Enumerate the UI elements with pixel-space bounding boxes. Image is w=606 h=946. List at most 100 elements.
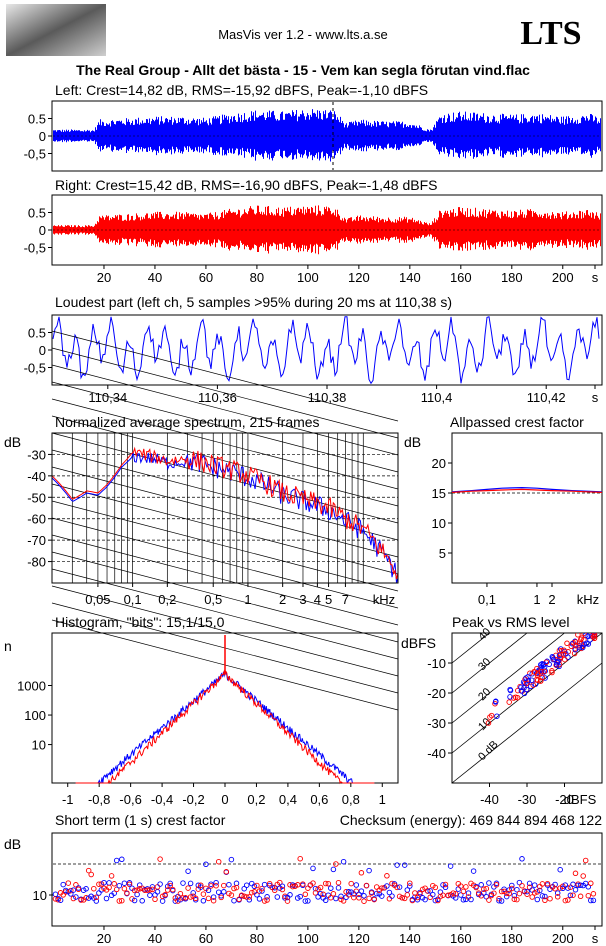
stc-point-right bbox=[261, 898, 268, 904]
stc-point-right bbox=[524, 891, 530, 897]
histogram-xtick-label: 0,2 bbox=[247, 792, 265, 807]
stc-point-left bbox=[437, 889, 444, 895]
stc-point-left bbox=[394, 862, 400, 868]
stc-point-right bbox=[514, 896, 520, 903]
stc-point-right bbox=[361, 898, 367, 904]
pvr-point-left bbox=[580, 644, 586, 651]
stc-point-left bbox=[205, 887, 212, 894]
stc-point-right bbox=[351, 894, 357, 901]
pvr-point-left bbox=[492, 699, 499, 705]
stc-point-left bbox=[455, 886, 462, 892]
stc-point-left bbox=[57, 897, 64, 903]
xtick-label: 200 bbox=[552, 270, 574, 285]
spectrum-slope-line bbox=[51, 449, 399, 541]
stc-point-left bbox=[287, 892, 293, 898]
stc-point-right bbox=[121, 885, 128, 892]
spectrum-slope-line bbox=[51, 500, 399, 592]
stc-point-left bbox=[149, 884, 156, 890]
pvr-point-right bbox=[592, 627, 597, 632]
ytick-label: 0 bbox=[39, 129, 46, 144]
stc-point-left bbox=[384, 883, 390, 889]
stc-point-left bbox=[101, 879, 107, 886]
stc-point-left bbox=[83, 886, 89, 892]
xtick-label: 110,34 bbox=[88, 390, 127, 405]
stc-point-left bbox=[335, 885, 342, 891]
stc-point-right bbox=[363, 882, 370, 889]
pvr-point-right bbox=[591, 633, 598, 638]
stc-point-left bbox=[478, 882, 484, 888]
stc-point-left bbox=[427, 888, 433, 894]
stc-point-right bbox=[108, 873, 115, 879]
pvr-point-right bbox=[538, 669, 545, 675]
pvr-point-left bbox=[539, 661, 545, 667]
pvr-point-left bbox=[583, 640, 590, 647]
pvr-point-right bbox=[592, 626, 597, 631]
stc-point-right bbox=[366, 895, 372, 902]
spectrum-xtick-label: 0,5 bbox=[204, 592, 222, 607]
stc-point-right bbox=[75, 886, 82, 893]
allpass-series-right bbox=[451, 488, 603, 493]
spectrum-ytick-label: -30 bbox=[27, 447, 46, 462]
stc-point-right bbox=[126, 881, 133, 888]
histogram-xtick-label: -1 bbox=[62, 792, 74, 807]
stc-point-right bbox=[577, 893, 584, 900]
stc-point-right bbox=[585, 892, 592, 899]
spectrum-slope-line bbox=[51, 483, 399, 575]
xtick-label: 60 bbox=[199, 270, 213, 285]
stc-point-left bbox=[167, 880, 173, 887]
stc-point-left bbox=[534, 896, 541, 903]
left-waveform-plot bbox=[53, 102, 601, 170]
stc-point-left bbox=[243, 882, 250, 888]
xtick-label: 20 bbox=[97, 270, 111, 285]
ytick-label: 0 bbox=[39, 223, 46, 238]
stc-point-right bbox=[154, 884, 161, 890]
pvr-point-right bbox=[522, 676, 528, 682]
histogram-ytick-label: 100 bbox=[24, 708, 46, 723]
stc-point-left bbox=[386, 889, 393, 896]
pvr-ytick-label: -10 bbox=[427, 656, 446, 671]
stc-point-left bbox=[147, 892, 153, 898]
spectrum-ytick-label: -60 bbox=[27, 512, 46, 527]
stc-point-right bbox=[134, 887, 140, 893]
stc-point-left bbox=[256, 896, 263, 902]
pvr-point-right bbox=[487, 714, 493, 720]
stc-point-right bbox=[96, 881, 102, 887]
pvr-point-left bbox=[592, 621, 597, 626]
stc-point-right bbox=[221, 882, 227, 889]
stc-point-right bbox=[246, 894, 253, 900]
allpassed-crest-frame bbox=[451, 432, 603, 584]
pvr-point-right bbox=[485, 720, 492, 726]
stc-point-right bbox=[289, 883, 296, 890]
stc-point-left bbox=[407, 883, 413, 889]
allpass-xtick-label: 2 bbox=[548, 592, 555, 607]
ytick-label: 0 bbox=[39, 343, 46, 358]
histogram-xtick-label: 0 bbox=[221, 792, 228, 807]
spectrum-slope-line bbox=[51, 534, 399, 626]
pvr-point-left bbox=[585, 633, 589, 634]
stc-point-right bbox=[437, 893, 444, 900]
spectrum-slope-line bbox=[51, 364, 399, 456]
stc-point-left bbox=[254, 892, 260, 898]
pvr-point-left bbox=[592, 624, 597, 629]
pvr-point-left bbox=[592, 626, 597, 631]
stc-point-left bbox=[333, 895, 339, 902]
stc-point-left bbox=[249, 880, 255, 887]
pvr-point-right bbox=[591, 635, 598, 641]
crest-diagonal-label: 20 bbox=[476, 686, 493, 703]
peak-vs-rms-ylabel: dBFS bbox=[401, 635, 436, 651]
pvr-point-left bbox=[581, 641, 587, 648]
crest-diagonal-line bbox=[451, 662, 603, 784]
stc-point-left bbox=[68, 891, 74, 897]
stc-point-right bbox=[531, 890, 538, 896]
stc-point-right bbox=[106, 884, 112, 891]
pvr-point-left bbox=[554, 659, 560, 666]
stc-point-right bbox=[516, 890, 523, 897]
xtick-label: 110,38 bbox=[308, 390, 347, 405]
loudest-part-chart: Loudest part (left ch, 5 samples >95% du… bbox=[24, 294, 603, 405]
stc-point-right bbox=[279, 886, 286, 893]
stc-xtick-label: 180 bbox=[501, 931, 523, 946]
stc-xtick-label: 140 bbox=[399, 931, 421, 946]
pvr-point-right bbox=[488, 712, 495, 719]
